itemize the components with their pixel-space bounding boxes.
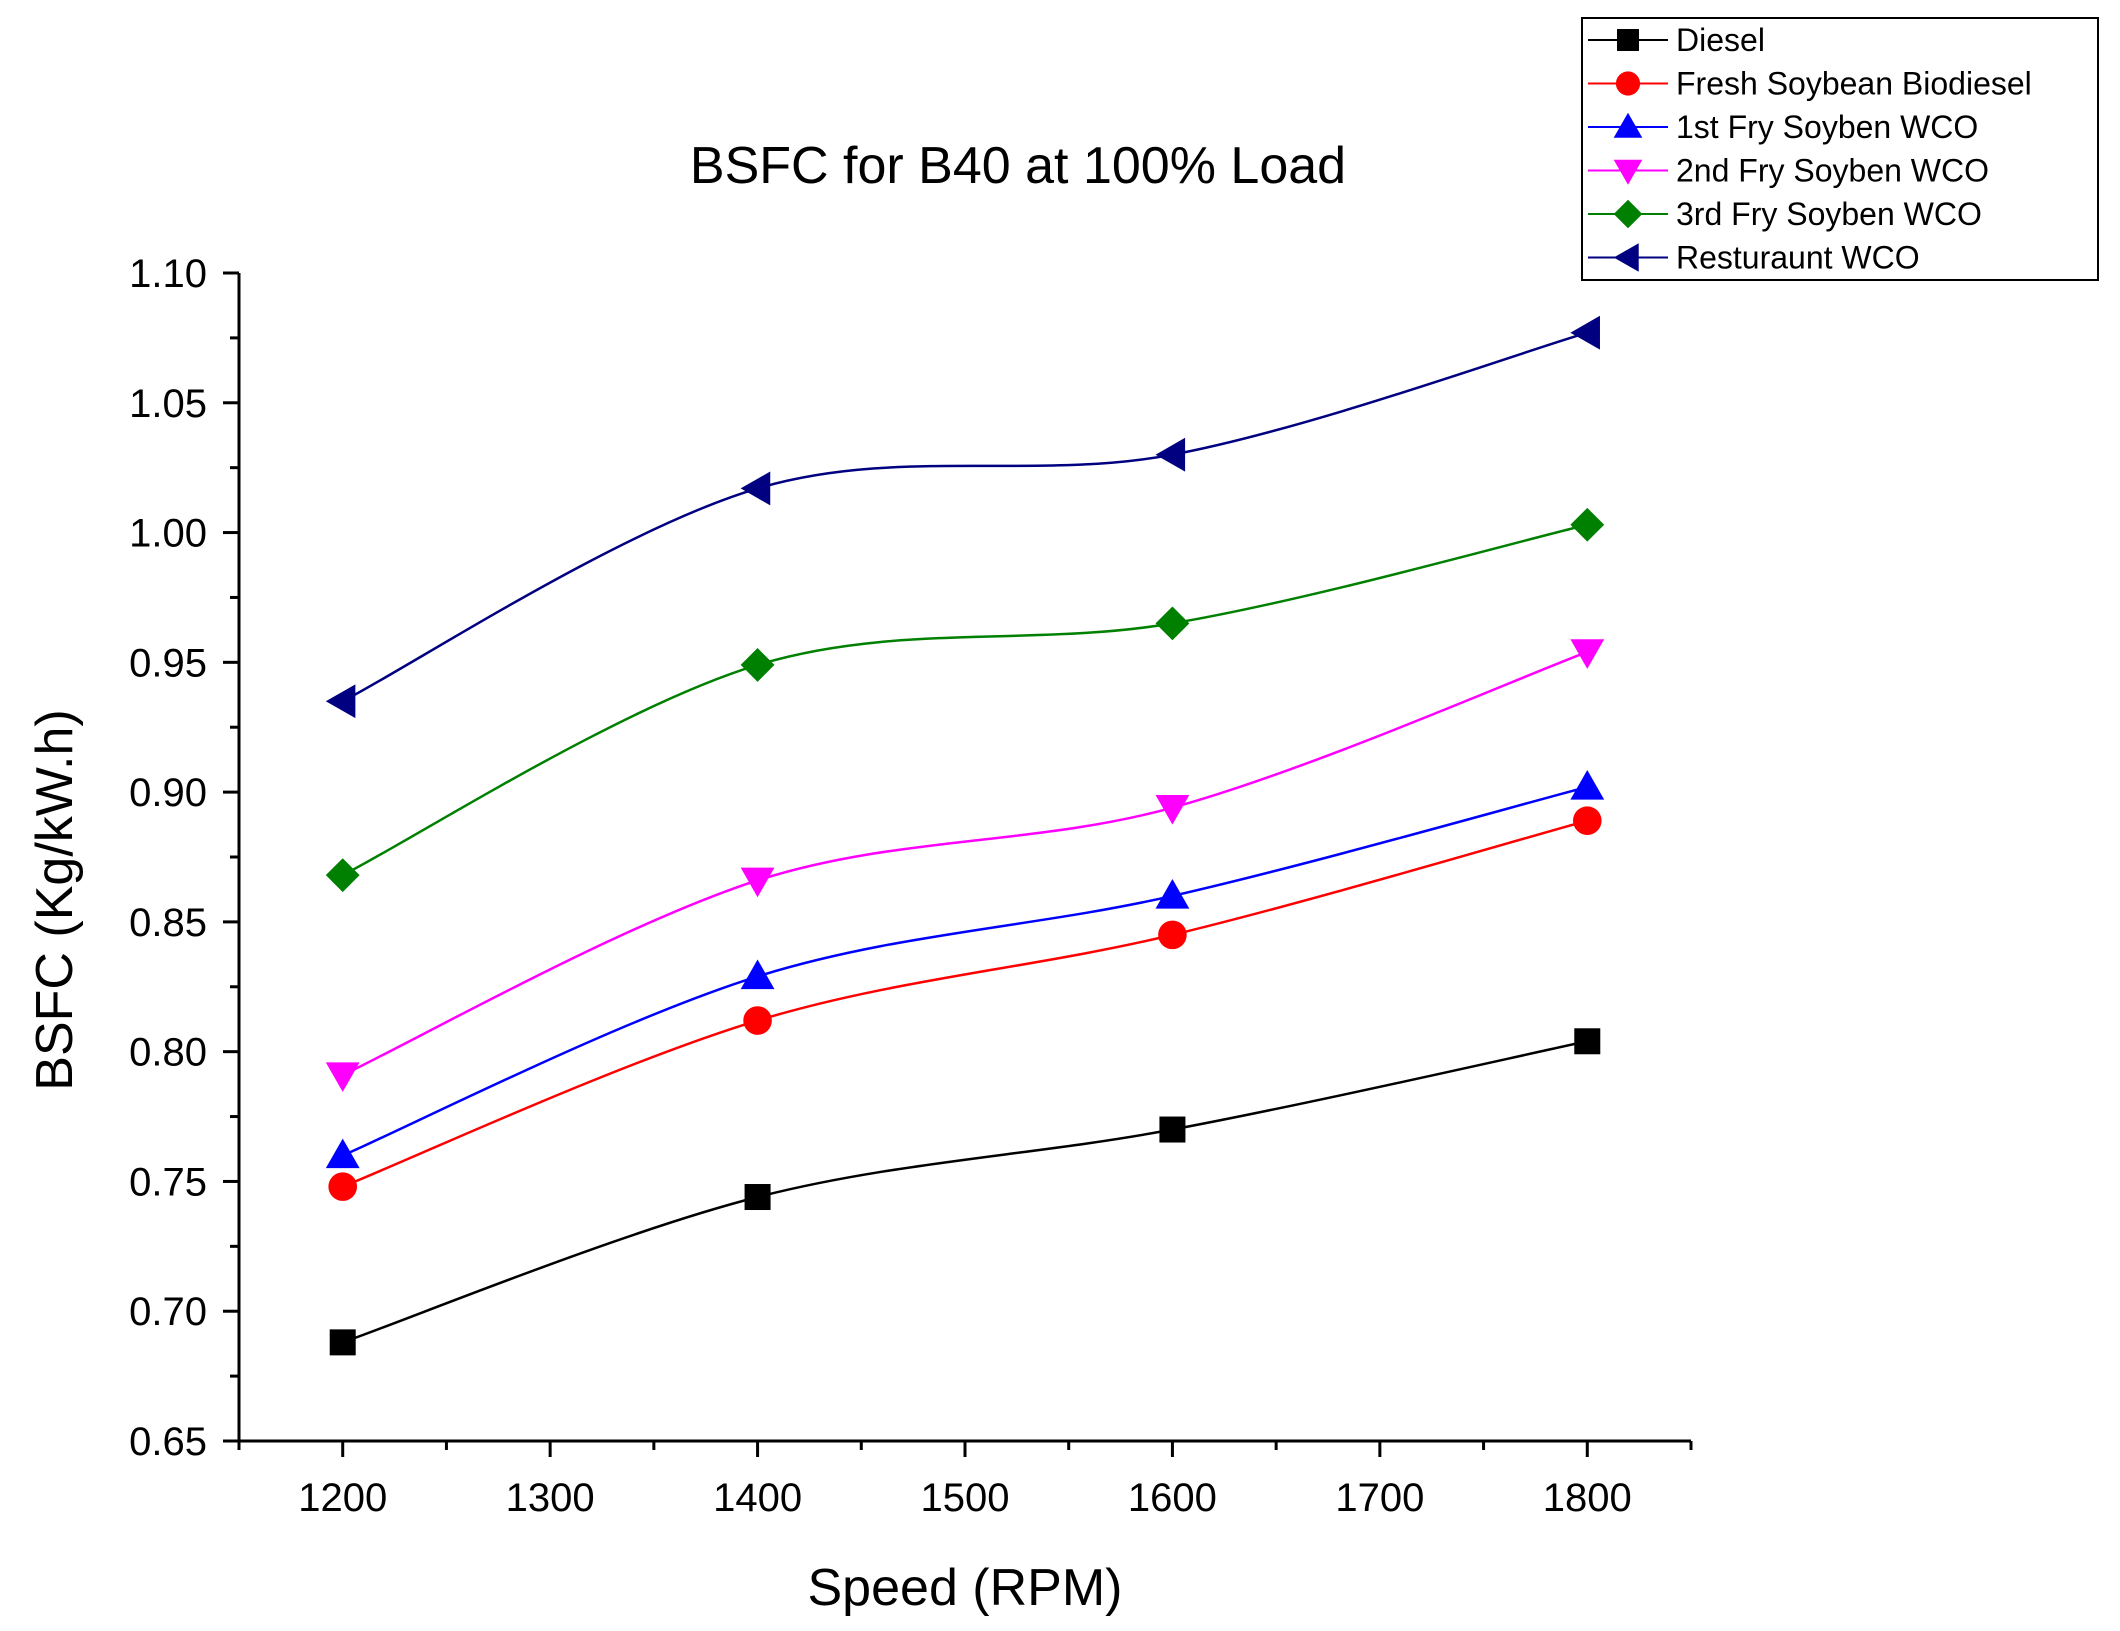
data-point bbox=[740, 648, 775, 682]
legend-item: 1st Fry Soyben WCO bbox=[1588, 109, 1978, 145]
data-point bbox=[744, 1184, 771, 1211]
y-tick-label: 1.10 bbox=[129, 252, 207, 296]
y-tick-label: 1.05 bbox=[129, 382, 207, 426]
legend-item: 3rd Fry Soyben WCO bbox=[1588, 196, 1982, 232]
legend-item: Resturaunt WCO bbox=[1588, 240, 1920, 276]
y-axis-ticks: 0.65 0.70 0.75 0.80 0.85 0.90 0.95 1.00 1.05 1.10 bbox=[129, 252, 239, 1464]
x-tick-label: 1800 bbox=[1543, 1476, 1632, 1520]
legend-marker bbox=[1617, 29, 1639, 51]
data-point bbox=[329, 1329, 356, 1356]
series-line bbox=[342, 1040, 1588, 1344]
chart-title: BSFC for B40 at 100% Load bbox=[690, 137, 1346, 195]
y-tick-label: 1.00 bbox=[129, 512, 207, 556]
legend-label: 2nd Fry Soyben WCO bbox=[1676, 153, 1989, 189]
series-diesel bbox=[329, 1028, 1601, 1356]
data-point bbox=[1155, 879, 1190, 909]
legend-item: Fresh Soybean Biodiesel bbox=[1588, 66, 2032, 102]
data-point bbox=[1158, 920, 1187, 950]
x-axis-title: Speed (RPM) bbox=[808, 1559, 1123, 1617]
x-tick-label: 1200 bbox=[298, 1476, 387, 1520]
y-axis-title: BSFC (Kg/kW.h) bbox=[26, 709, 84, 1090]
data-point bbox=[1570, 639, 1605, 669]
legend: Diesel Fresh Soybean Biodiesel 1st Fry Soy… bbox=[1581, 17, 2099, 281]
legend-label: Diesel bbox=[1676, 22, 1765, 58]
x-axis-ticks: 1200 1300 1400 1500 1600 1700 1800 bbox=[237, 1441, 1693, 1520]
plot-axes bbox=[237, 273, 1691, 1443]
series-1st-fry-soyben-wco bbox=[325, 770, 1605, 1169]
data-point bbox=[1570, 507, 1605, 542]
y-tick-label: 0.70 bbox=[129, 1290, 207, 1334]
y-tick-label: 0.95 bbox=[129, 641, 207, 685]
series-3rd-fry-soyben-wco bbox=[325, 507, 1605, 893]
y-tick-label: 0.80 bbox=[129, 1031, 207, 1075]
data-point bbox=[1155, 606, 1190, 641]
y-tick-label: 0.65 bbox=[129, 1420, 207, 1464]
series-fresh-soybean-biodiesel bbox=[328, 806, 1602, 1201]
data-point bbox=[740, 959, 775, 990]
data-point bbox=[1159, 1116, 1186, 1143]
data-point bbox=[325, 1138, 360, 1169]
legend-label: 3rd Fry Soyben WCO bbox=[1676, 196, 1982, 232]
legend-item: 2nd Fry Soyben WCO bbox=[1588, 153, 1989, 189]
legend-label: Resturaunt WCO bbox=[1676, 240, 1920, 276]
y-tick-label: 0.75 bbox=[129, 1160, 207, 1204]
data-point bbox=[328, 1172, 358, 1201]
data-point bbox=[325, 1062, 360, 1092]
legend-label: 1st Fry Soyben WCO bbox=[1676, 109, 1978, 145]
x-tick-label: 1500 bbox=[921, 1476, 1010, 1520]
legend-marker bbox=[1615, 71, 1641, 96]
data-point bbox=[1155, 437, 1186, 472]
x-tick-label: 1700 bbox=[1335, 1476, 1424, 1520]
series-resturaunt-wco bbox=[325, 315, 1600, 719]
data-point bbox=[1570, 315, 1600, 350]
legend-label: Fresh Soybean Biodiesel bbox=[1676, 66, 2032, 102]
series-line bbox=[342, 819, 1588, 1188]
data-point bbox=[743, 1006, 772, 1035]
series-line bbox=[342, 785, 1588, 1157]
y-tick-label: 0.85 bbox=[129, 901, 207, 945]
data-point bbox=[740, 867, 775, 898]
series-line bbox=[342, 331, 1588, 703]
data-point bbox=[1570, 770, 1605, 800]
data-point bbox=[325, 858, 360, 893]
legend-marker bbox=[1613, 243, 1639, 272]
y-tick-label: 0.90 bbox=[129, 771, 207, 815]
series-line bbox=[342, 650, 1588, 1077]
series-line bbox=[342, 523, 1588, 877]
series-layer bbox=[325, 315, 1605, 1356]
legend-marker bbox=[1613, 112, 1643, 138]
x-tick-label: 1400 bbox=[713, 1476, 802, 1520]
data-point bbox=[1574, 1028, 1601, 1055]
legend-marker bbox=[1613, 159, 1643, 185]
legend-item: Diesel bbox=[1588, 22, 1765, 58]
data-point bbox=[325, 684, 356, 719]
legend-marker bbox=[1613, 199, 1643, 229]
data-point bbox=[1572, 806, 1602, 835]
data-point bbox=[740, 471, 771, 506]
x-tick-label: 1300 bbox=[506, 1476, 595, 1520]
data-point bbox=[1155, 795, 1190, 825]
series-2nd-fry-soyben-wco bbox=[325, 639, 1605, 1092]
x-tick-label: 1600 bbox=[1128, 1476, 1217, 1520]
legend-box bbox=[1581, 17, 2099, 281]
